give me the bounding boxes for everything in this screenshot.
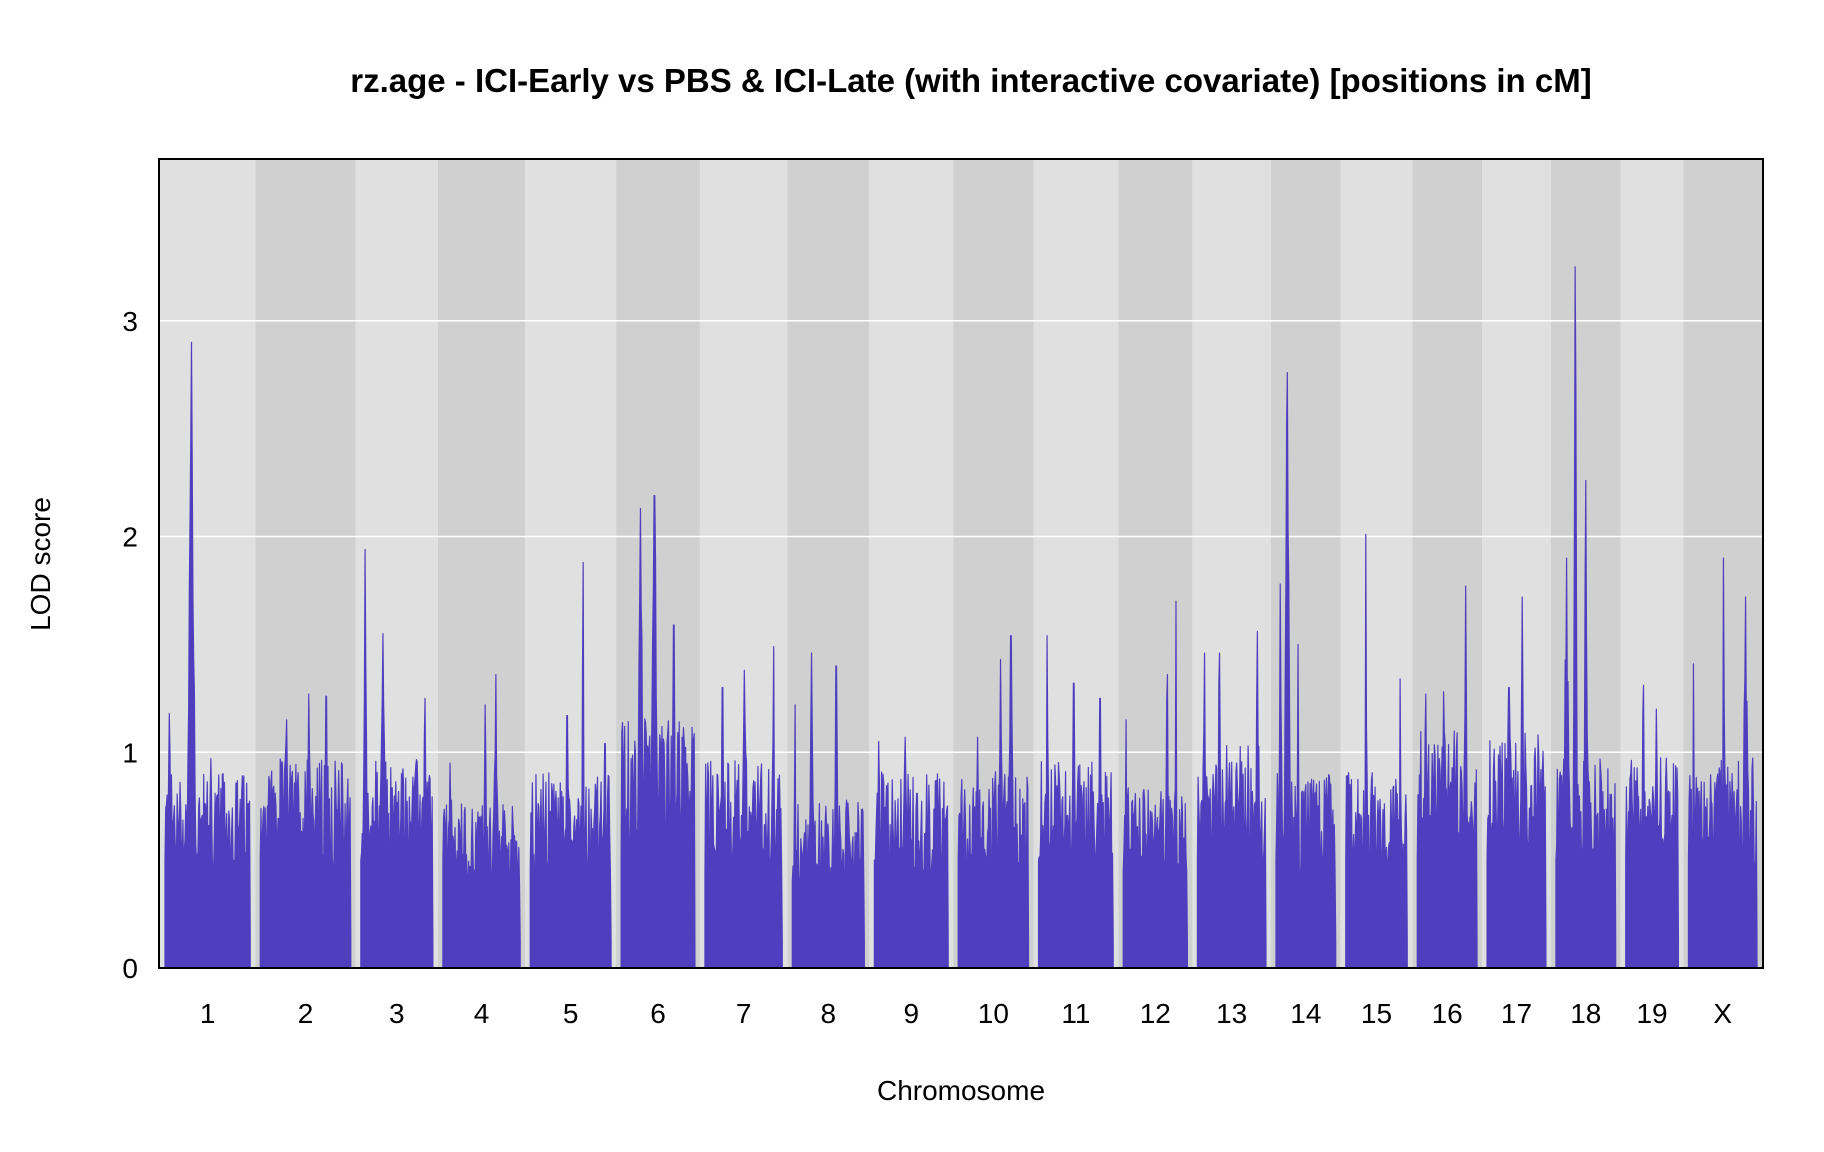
x-tick-label-2: 2 (298, 998, 314, 1029)
x-tick-label-3: 3 (389, 998, 405, 1029)
y-tick-label-0: 0 (122, 953, 138, 984)
lod-curve-chr-1 (164, 341, 251, 969)
lod-curve-chr-6 (620, 494, 696, 969)
lod-curve-chr-19 (1625, 684, 1680, 969)
x-tick-label-17: 17 (1501, 998, 1532, 1029)
x-tick-label-15: 15 (1361, 998, 1392, 1029)
lod-curve-chr-18 (1555, 266, 1617, 969)
lod-curve-chr-3 (360, 548, 434, 969)
lod-series (164, 266, 1758, 969)
x-tick-label-1: 1 (200, 998, 216, 1029)
x-axis: 1 2 3 4 5 6 7 8 9 10 11 12 13 14 15 16 17 18 19 X (200, 998, 1733, 1029)
x-tick-label-X: X (1713, 998, 1732, 1029)
lod-curve-chr-15 (1345, 533, 1408, 969)
x-tick-label-9: 9 (903, 998, 919, 1029)
x-tick-label-10: 10 (978, 998, 1009, 1029)
plot-frame (158, 158, 1764, 969)
y-tick-label-3: 3 (122, 306, 138, 337)
y-tick-label-2: 2 (122, 522, 138, 553)
x-tick-label-13: 13 (1216, 998, 1247, 1029)
x-tick-label-11: 11 (1061, 998, 1090, 1029)
lod-curve-chr-2 (259, 693, 352, 969)
lod-curve-chr-12 (1122, 600, 1188, 969)
y-tick-label-1: 1 (122, 737, 138, 768)
lod-curve-chr-10 (957, 635, 1030, 969)
x-tick-label-18: 18 (1570, 998, 1601, 1029)
x-tick-label-5: 5 (563, 998, 579, 1029)
x-tick-label-16: 16 (1432, 998, 1463, 1029)
x-tick-label-12: 12 (1140, 998, 1171, 1029)
x-axis-label: Chromosome (877, 1075, 1045, 1106)
x-tick-label-7: 7 (736, 998, 752, 1029)
lod-curve-chr-4 (442, 674, 521, 969)
lod-curve-chr-11 (1037, 635, 1114, 969)
y-axis-label: LOD score (25, 497, 56, 631)
lod-curve-chr-X (1687, 557, 1758, 969)
x-tick-label-19: 19 (1636, 998, 1667, 1029)
lod-curve-chr-8 (791, 652, 865, 969)
y-axis: 0 1 2 3 (122, 306, 138, 984)
chart-title: rz.age - ICI-Early vs PBS & ICI-Late (wi… (350, 62, 1591, 99)
x-tick-label-14: 14 (1290, 998, 1321, 1029)
x-tick-label-4: 4 (474, 998, 490, 1029)
lod-curve-chr-5 (529, 561, 612, 969)
lod-curve-chr-13 (1196, 630, 1267, 969)
lod-curve-chr-17 (1486, 596, 1547, 969)
x-tick-label-8: 8 (821, 998, 837, 1029)
lod-curve-chr-7 (704, 645, 783, 969)
lod-curve-chr-14 (1275, 371, 1337, 969)
lod-curve-chr-16 (1416, 585, 1478, 969)
lod-curve-chr-9 (873, 736, 949, 969)
gridlines (160, 320, 1762, 754)
x-tick-label-6: 6 (650, 998, 666, 1029)
